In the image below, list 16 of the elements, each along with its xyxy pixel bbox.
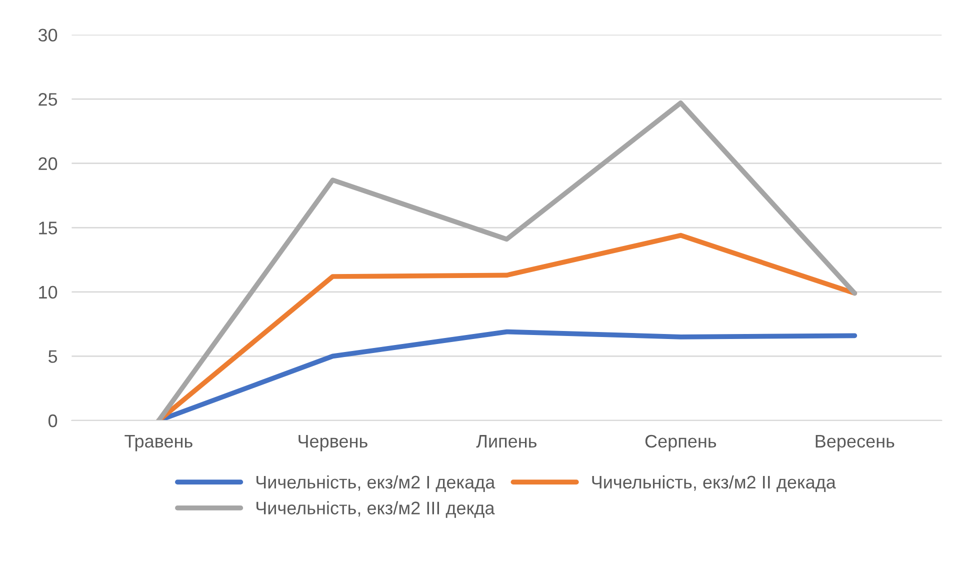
x-tick-label: Липень [476,435,537,448]
x-tick-label: Вересень [816,435,894,452]
y-tick-label: 25 [38,93,58,106]
x-tick-label: Серпень [645,434,716,452]
y-tick-label: 30 [38,28,58,42]
legend-label: Чичельність, екз/м2 ІІІ декда [256,501,495,518]
y-tick-label: 15 [39,222,58,234]
x-tick-label: Червень [298,435,368,452]
y-tick-label: 0 [48,414,58,428]
line-series [156,100,858,420]
legend-label: Чичельність, екз/м2 ІІ декада [592,475,836,492]
y-tick-label: 5 [48,350,58,363]
y-tick-label: 20 [38,157,58,170]
y-tick-label: 10 [39,286,58,299]
x-tick-label: Травень [124,435,192,452]
legend-label: Чичельність, екз/м2 І декада [256,475,496,492]
